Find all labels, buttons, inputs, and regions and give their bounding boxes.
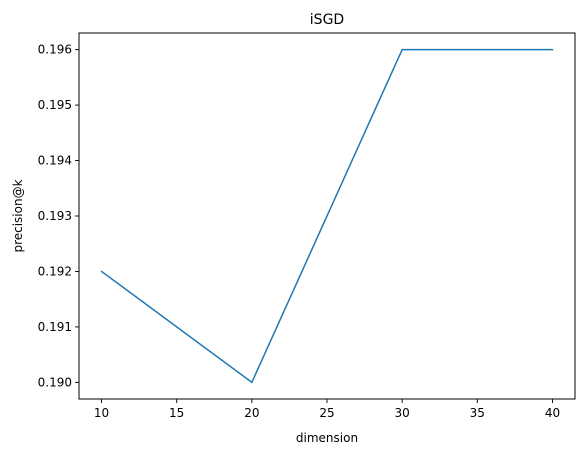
y-tick-label: 0.193 <box>38 209 72 223</box>
data-point <box>251 381 253 384</box>
x-axis-label: dimension <box>296 431 358 445</box>
x-axis-ticks: 10 15 20 25 30 35 40 <box>94 399 560 420</box>
x-tick-label: 15 <box>169 406 184 420</box>
x-tick-label: 20 <box>244 406 259 420</box>
y-axis-ticks: 0.190 0.191 0.192 0.193 0.194 0.195 0.196 <box>38 43 79 389</box>
series-line-0 <box>101 48 553 384</box>
y-tick-label: 0.194 <box>38 154 72 168</box>
data-point <box>100 270 103 273</box>
y-tick-label: 0.195 <box>38 98 72 112</box>
x-tick-label: 35 <box>470 406 485 420</box>
series-layer <box>100 48 554 384</box>
y-tick-label: 0.196 <box>38 43 72 57</box>
x-tick-label: 10 <box>94 406 109 420</box>
y-tick-label: 0.192 <box>38 264 72 278</box>
chart-title: iSGD <box>310 12 344 28</box>
data-point <box>401 48 403 51</box>
x-tick-label: 40 <box>545 406 560 420</box>
y-tick-label: 0.191 <box>38 320 72 334</box>
data-point <box>551 48 554 51</box>
plot-frame <box>78 32 576 400</box>
y-axis-label: precision@k <box>11 179 25 252</box>
x-tick-label: 30 <box>395 406 410 420</box>
y-tick-label: 0.190 <box>38 375 72 389</box>
x-tick-label: 25 <box>319 406 334 420</box>
